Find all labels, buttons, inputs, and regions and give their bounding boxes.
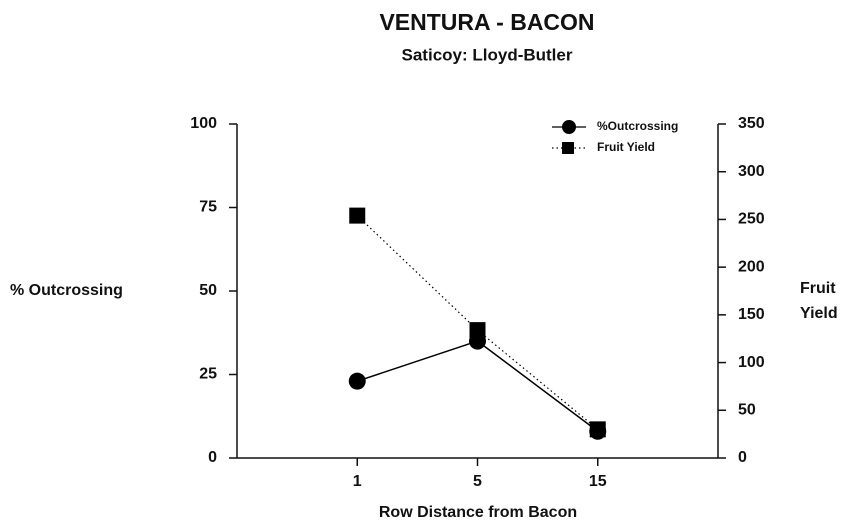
legend-label: %Outcrossing — [597, 119, 678, 133]
y2-tick-label: 250 — [738, 211, 765, 228]
y2-tick-label: 50 — [738, 402, 756, 419]
legend-marker — [562, 142, 574, 154]
x-axis-label: Row Distance from Bacon — [379, 504, 577, 521]
legend-label: Fruit Yield — [597, 140, 655, 154]
chart-title: VENTURA - BACON — [379, 9, 594, 35]
y-tick-label: 75 — [199, 199, 217, 216]
chart-subtitle: Saticoy: Lloyd-Butler — [402, 45, 573, 64]
y-tick-label: 0 — [208, 449, 217, 466]
y2-tick-label: 100 — [738, 354, 765, 371]
y-axis-label: % Outcrossing — [10, 282, 123, 299]
data-point — [589, 421, 606, 438]
y2-tick-label: 350 — [738, 115, 765, 132]
y2-axis-label: Fruit Yield — [800, 280, 838, 322]
x-tick-label: 15 — [589, 473, 607, 490]
x-tick-label: 1 — [353, 473, 362, 490]
series-line — [356, 215, 599, 430]
y-tick-label: 25 — [199, 366, 217, 383]
y-tick-label: 100 — [190, 115, 217, 132]
y2-tick-label: 150 — [738, 306, 765, 323]
y-tick-label: 50 — [199, 282, 217, 299]
data-point — [469, 322, 486, 339]
y2-tick-label: 300 — [738, 163, 765, 180]
x-tick-label: 5 — [473, 473, 482, 490]
legend-marker — [562, 120, 576, 134]
y2-tick-label: 200 — [738, 258, 765, 275]
y2-tick-label: 0 — [738, 449, 747, 466]
data-point — [349, 207, 366, 224]
data-point — [348, 372, 366, 390]
series-line — [357, 340, 599, 432]
